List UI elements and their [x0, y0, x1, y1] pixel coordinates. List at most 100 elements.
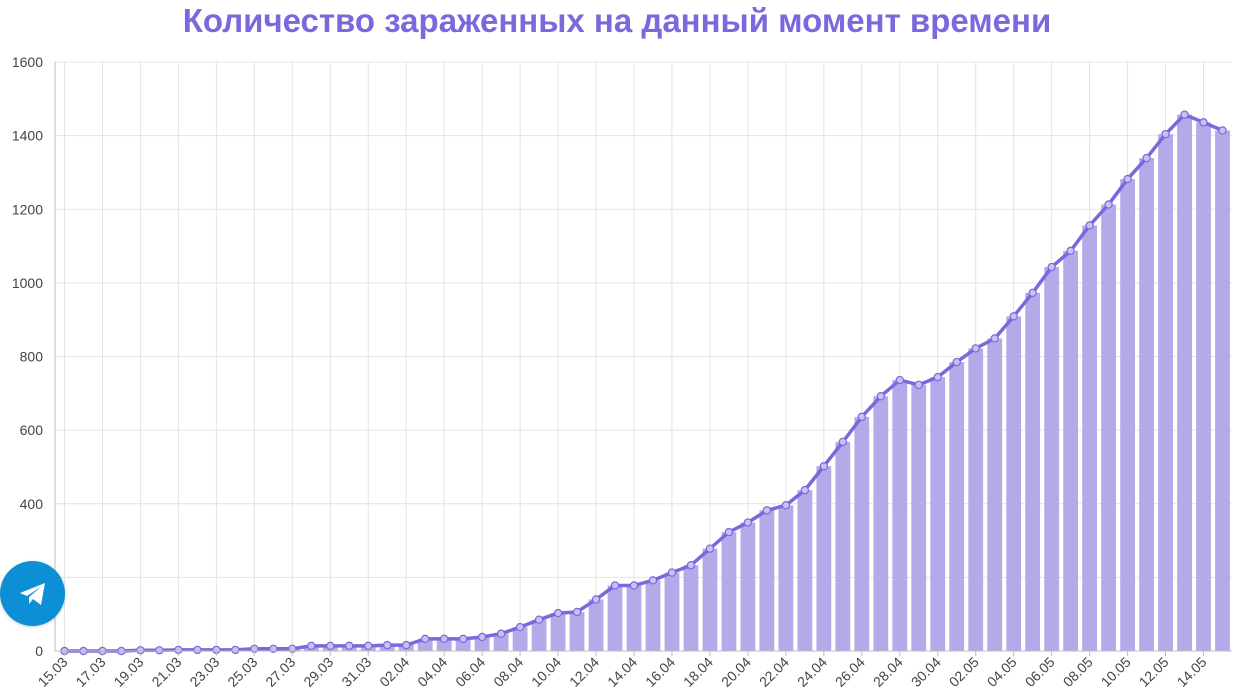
- bar: [1063, 250, 1079, 651]
- data-point: [496, 629, 506, 638]
- bar: [1215, 130, 1230, 651]
- x-tick-label: 15.03: [35, 654, 71, 690]
- bar: [455, 638, 471, 651]
- x-tick-label: 18.04: [680, 654, 716, 690]
- x-tick-label: 25.03: [224, 654, 260, 690]
- data-point: [952, 357, 961, 367]
- bar: [436, 638, 452, 651]
- bar: [645, 580, 661, 651]
- data-point: [1104, 200, 1113, 209]
- data-point: [800, 485, 810, 495]
- data-point: [724, 527, 734, 537]
- data-point: [990, 334, 999, 343]
- data-point: [743, 518, 753, 527]
- data-point: [477, 632, 487, 642]
- bar: [854, 416, 870, 651]
- data-point: [838, 437, 848, 447]
- telegram-icon: [19, 582, 45, 605]
- data-point: [515, 622, 525, 632]
- x-tick-label: 06.05: [1022, 654, 1058, 690]
- data-point: [857, 412, 867, 422]
- x-tick-label: 21.03: [148, 654, 184, 690]
- y-tick-label: 0: [35, 643, 43, 659]
- data-point: [629, 581, 639, 590]
- y-tick-label: 1200: [12, 201, 43, 217]
- bar: [930, 377, 946, 651]
- bar: [493, 633, 509, 651]
- data-point: [307, 641, 316, 651]
- y-tick-label: 600: [20, 422, 44, 438]
- data-point: [364, 641, 373, 651]
- y-tick-label: 1600: [12, 54, 43, 70]
- y-tick-label: 400: [20, 496, 44, 512]
- data-point: [686, 561, 696, 570]
- x-tick-label: 08.04: [490, 654, 526, 690]
- bar: [474, 637, 490, 651]
- x-tick-label: 30.04: [908, 654, 944, 690]
- x-tick-label: 22.04: [756, 654, 792, 690]
- data-point: [876, 392, 885, 401]
- bar: [1139, 158, 1154, 651]
- data-points: [60, 110, 1227, 656]
- data-point: [1180, 110, 1189, 119]
- data-point: [781, 501, 791, 510]
- bar: [797, 490, 813, 651]
- x-tick-label: 08.05: [1060, 654, 1096, 690]
- bar: [1177, 114, 1192, 652]
- data-point: [1123, 174, 1132, 184]
- data-point: [402, 640, 411, 650]
- chart-title: Количество зараженных на данный момент в…: [182, 2, 1052, 39]
- data-point: [1028, 288, 1037, 298]
- x-tick-label: 02.04: [376, 654, 412, 690]
- data-point: [1047, 262, 1056, 272]
- telegram-button[interactable]: [0, 561, 65, 626]
- data-point: [534, 615, 544, 624]
- data-point: [572, 607, 582, 617]
- bar: [721, 532, 737, 651]
- y-tick-label: 1400: [12, 128, 43, 144]
- y-tick-label: 800: [20, 349, 44, 365]
- x-tick-label: 04.04: [414, 654, 450, 690]
- data-point: [193, 645, 202, 655]
- data-point: [439, 634, 449, 644]
- data-point: [420, 634, 430, 644]
- data-point: [231, 645, 240, 655]
- bar: [607, 585, 623, 651]
- bar: [835, 441, 851, 651]
- x-tick-label: 12.04: [566, 654, 602, 690]
- bar: [1158, 134, 1173, 652]
- x-tick-label: 14.04: [604, 654, 640, 690]
- data-point: [345, 641, 354, 651]
- data-point: [383, 640, 392, 650]
- data-point: [971, 344, 980, 353]
- x-tick-label: 17.03: [72, 654, 108, 690]
- bar: [778, 505, 794, 651]
- bar: [588, 599, 604, 651]
- data-point: [762, 506, 772, 515]
- data-point: [1066, 246, 1075, 256]
- data-point: [553, 608, 563, 618]
- bar: [816, 466, 832, 651]
- bar: [1082, 225, 1098, 651]
- x-axis: 15.03 17.03 19.03 21.03 23.03 25.03 27.03 29.03…: [35, 650, 1232, 690]
- data-point: [1142, 153, 1151, 163]
- data-point: [1199, 118, 1208, 127]
- data-point: [591, 595, 601, 604]
- bar: [740, 522, 756, 651]
- bars: [133, 114, 1230, 652]
- bar: [512, 627, 528, 651]
- x-tick-label: 10.04: [528, 654, 564, 690]
- data-point: [933, 372, 942, 382]
- x-tick-label: 16.04: [642, 654, 678, 690]
- bar: [569, 611, 585, 651]
- x-tick-label: 29.03: [300, 654, 336, 690]
- bar: [702, 548, 718, 651]
- bar: [683, 565, 699, 651]
- bar: [759, 510, 775, 651]
- data-point: [610, 581, 620, 590]
- y-tick-label: 1000: [12, 275, 43, 291]
- data-point: [914, 380, 923, 390]
- bar: [1101, 204, 1117, 652]
- x-tick-label: 28.04: [870, 654, 906, 690]
